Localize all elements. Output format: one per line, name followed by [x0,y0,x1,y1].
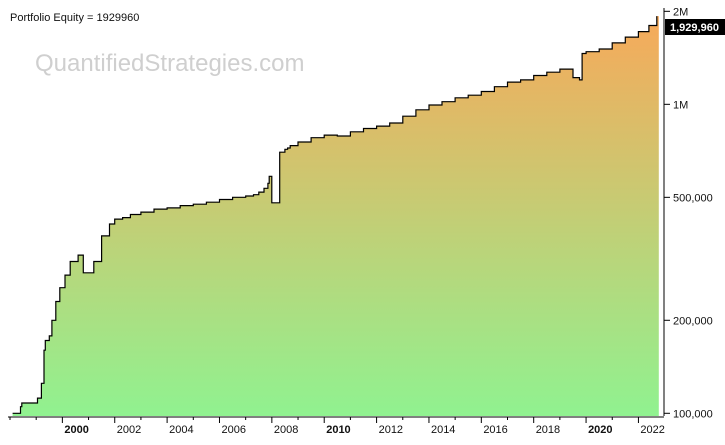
y-tick-label: 2M [673,6,688,18]
x-tick-label: 2012 [379,424,403,436]
x-tick-label: 2002 [117,424,141,436]
x-tick-label: 2010 [326,424,350,436]
last-value-badge: 1,929,960 [665,19,725,35]
x-tick-label: 2018 [536,424,560,436]
y-tick-label: 500,000 [673,192,713,204]
x-tick-label: 2016 [483,424,507,436]
x-tick-label: 2008 [274,424,298,436]
y-tick-label: 200,000 [673,315,713,327]
watermark-text: QuantifiedStrategies.com [35,50,304,77]
x-tick-label: 2004 [169,424,193,436]
x-tick-label: 2006 [221,424,245,436]
y-axis-ticks: 100,000 200,000 500,000 1M 2M [664,6,713,420]
y-tick-label: 100,000 [673,408,713,420]
x-tick-label: 2000 [64,424,88,436]
last-value-label: 1,929,960 [670,22,719,34]
x-tick-label: 2014 [431,424,455,436]
x-axis-ticks: 2000 2002 2004 2006 2008 2010 2012 2014 2016 2018… [9,417,665,436]
equity-line [12,16,658,414]
last-value-box [665,19,725,35]
x-tick-label: 2022 [640,424,664,436]
equity-area-fill [12,16,659,416]
chart-title: Portfolio Equity = 1929960 [10,12,139,24]
x-tick-label: 2020 [588,424,612,436]
y-tick-label: 1M [673,99,688,111]
